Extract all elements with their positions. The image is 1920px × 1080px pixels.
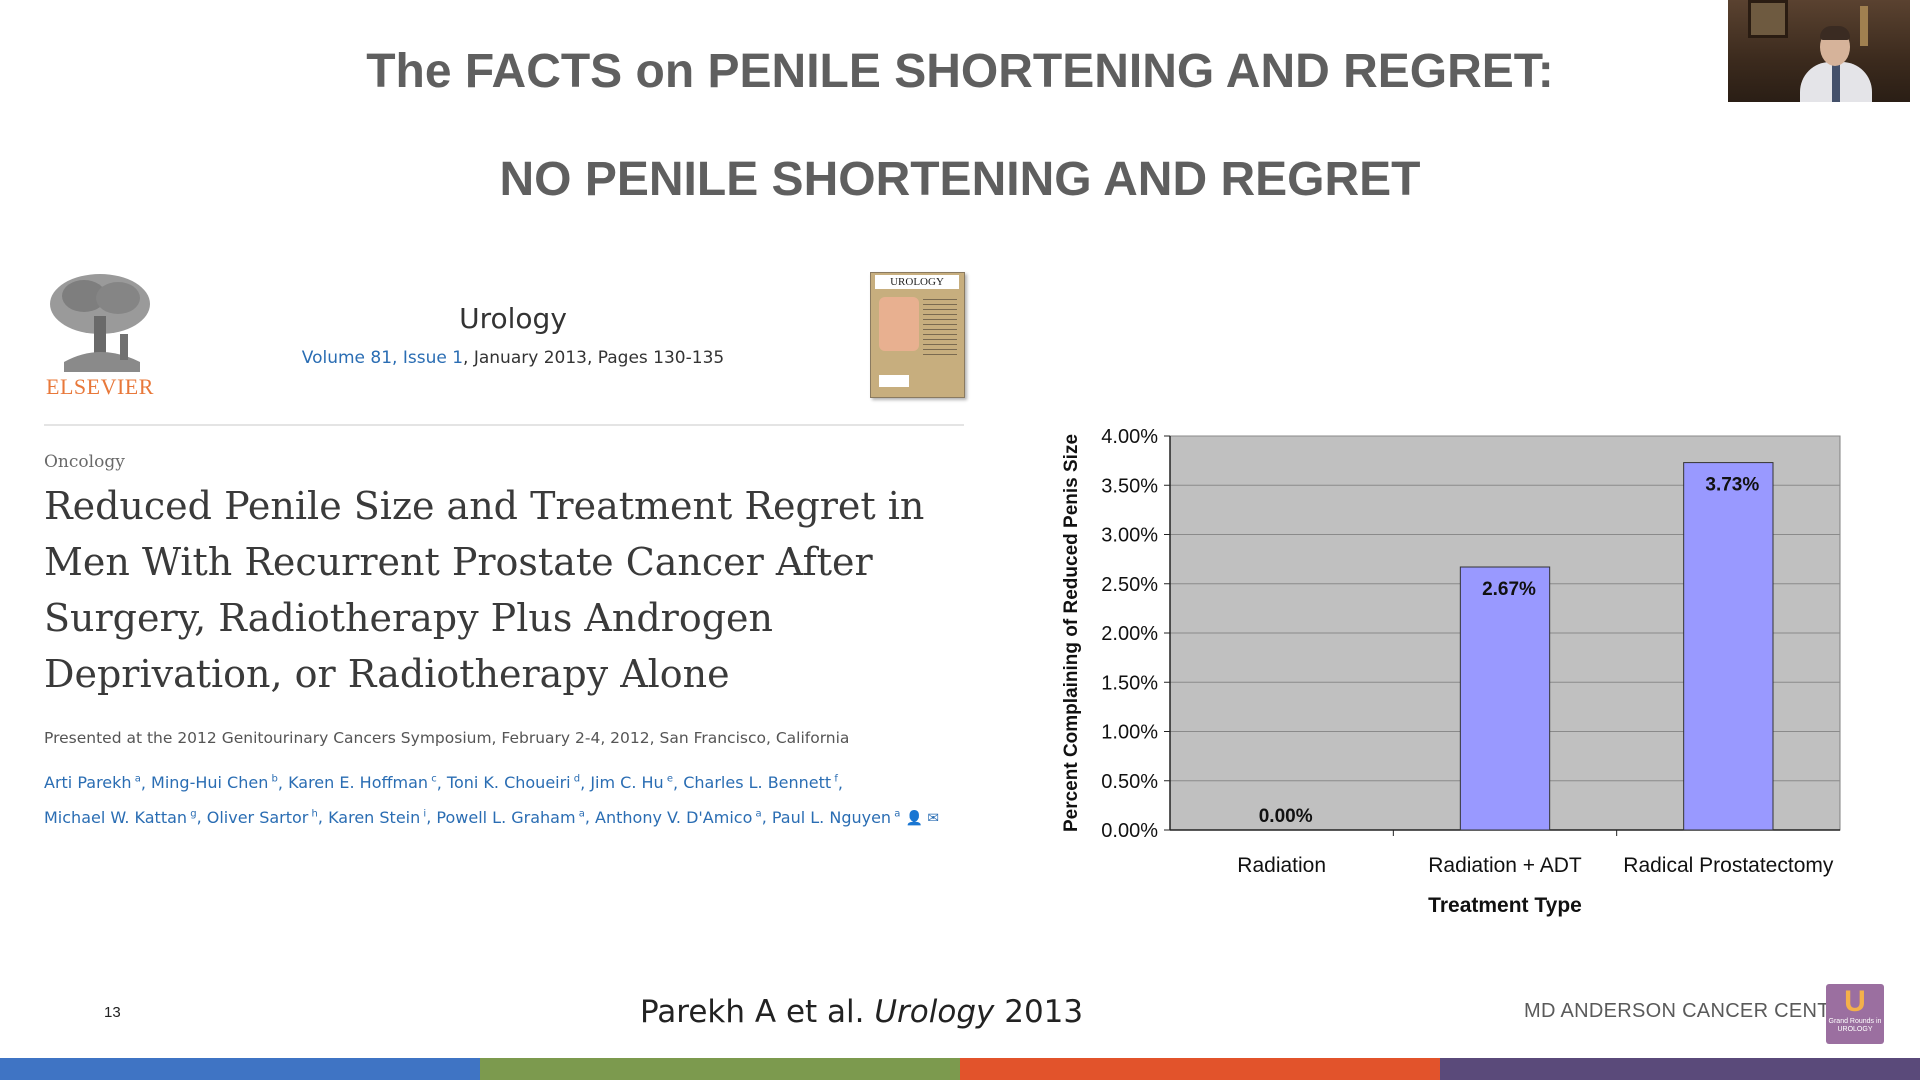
y-tick-label: 4.00% [1101,426,1158,448]
section-label: Oncology [44,452,125,472]
journal-name: Urology [459,302,567,335]
author-link[interactable]: Oliver Sartor h [206,807,318,827]
author-link[interactable]: Arti Parekh a [44,773,141,793]
author-list: Arti Parekh a, Ming-Hui Chen b, Karen E.… [44,773,940,827]
grand-rounds-urology-logo: U Grand Rounds in UROLOGY [1826,984,1884,1044]
y-tick-label: 3.00% [1101,525,1158,547]
elsevier-wordmark: ELSEVIER [46,374,154,399]
y-tick-label: 2.00% [1101,623,1158,645]
citation-year: 2013 [994,994,1084,1030]
citation: Parekh A et al. Urology 2013 [640,994,1083,1030]
data-label: 3.73% [1705,475,1759,496]
journal-meta: Volume 81, Issue 1, January 2013, Pages … [280,348,746,368]
badge-sub: Grand Rounds in UROLOGY [1828,1018,1882,1033]
y-tick-label: 0.00% [1101,820,1158,842]
citation-authors: Parekh A et al. [640,994,875,1030]
divider [44,424,964,426]
data-label: 0.00% [1259,806,1313,827]
author-link[interactable]: Ming-Hui Chen b [151,773,278,793]
author-link[interactable]: Charles L. Bennett f [683,773,838,793]
footer-color-segment [1440,1058,1920,1080]
article-title: Reduced Penile Size and Treatment Regret… [44,484,925,696]
y-tick-label: 1.50% [1101,672,1158,694]
x-tick-label: Radiation [1237,854,1326,877]
y-tick-label: 1.00% [1101,722,1158,744]
elsevier-tree-logo [50,274,150,372]
date-pages: , January 2013, Pages 130-135 [463,348,725,368]
author-link[interactable]: Karen Stein i [328,807,427,827]
y-tick-label: 3.50% [1101,475,1158,497]
institution-name: MD ANDERSON CANCER CENTER [1524,1000,1859,1022]
footer-color-segment [0,1058,480,1080]
badge-letter: U [1844,985,1866,1018]
presented-note: Presented at the 2012 Genitourinary Canc… [44,729,850,747]
citation-journal: Urology [874,994,995,1030]
bar [1683,462,1774,831]
author-link[interactable]: Paul L. Nguyen a [771,807,901,827]
x-tick-label: Radiation + ADT [1428,854,1582,877]
y-tick-label: 2.50% [1101,574,1158,596]
slide-title-line2: NO PENILE SHORTENING AND REGRET [499,153,1421,206]
y-axis-title: Percent Complaining of Reduced Penis Siz… [1061,434,1082,832]
x-axis-title: Treatment Type [1428,894,1582,917]
footer-color-segment [480,1058,960,1080]
mail-icon[interactable]: ✉ [922,810,940,827]
y-tick-label: 0.50% [1101,771,1158,793]
footer-color-bar [0,1058,1920,1080]
data-label: 2.67% [1482,579,1536,600]
presenter-webcam [1728,0,1910,102]
author-link[interactable]: Powell L. Graham a [436,807,585,827]
x-tick-label: Radical Prostatectomy [1623,854,1834,877]
bar-chart: 0.00% 0.50% 1.00% 1.50% 2.00% 2.50% 3.00% 3.50%… [1061,426,1841,917]
author-link[interactable]: Michael W. Kattan g [44,807,197,827]
person-icon[interactable]: 👤 [905,810,923,827]
cover-title: UROLOGY [875,275,959,289]
page-number: 13 [104,1004,121,1021]
author-link[interactable]: Jim C. Hu e [590,773,674,793]
author-link[interactable]: Karen E. Hoffman c [288,773,437,793]
bar [1459,566,1551,831]
journal-cover-thumbnail: UROLOGY [870,272,965,398]
author-link[interactable]: Anthony V. D'Amico a [595,807,762,827]
footer-color-segment [960,1058,1440,1080]
author-link[interactable]: Toni K. Choueiri d [446,773,581,793]
volume-issue-link[interactable]: Volume 81, Issue 1 [301,348,464,368]
slide-title-line1: The FACTS on PENILE SHORTENING AND REGRE… [366,45,1554,98]
